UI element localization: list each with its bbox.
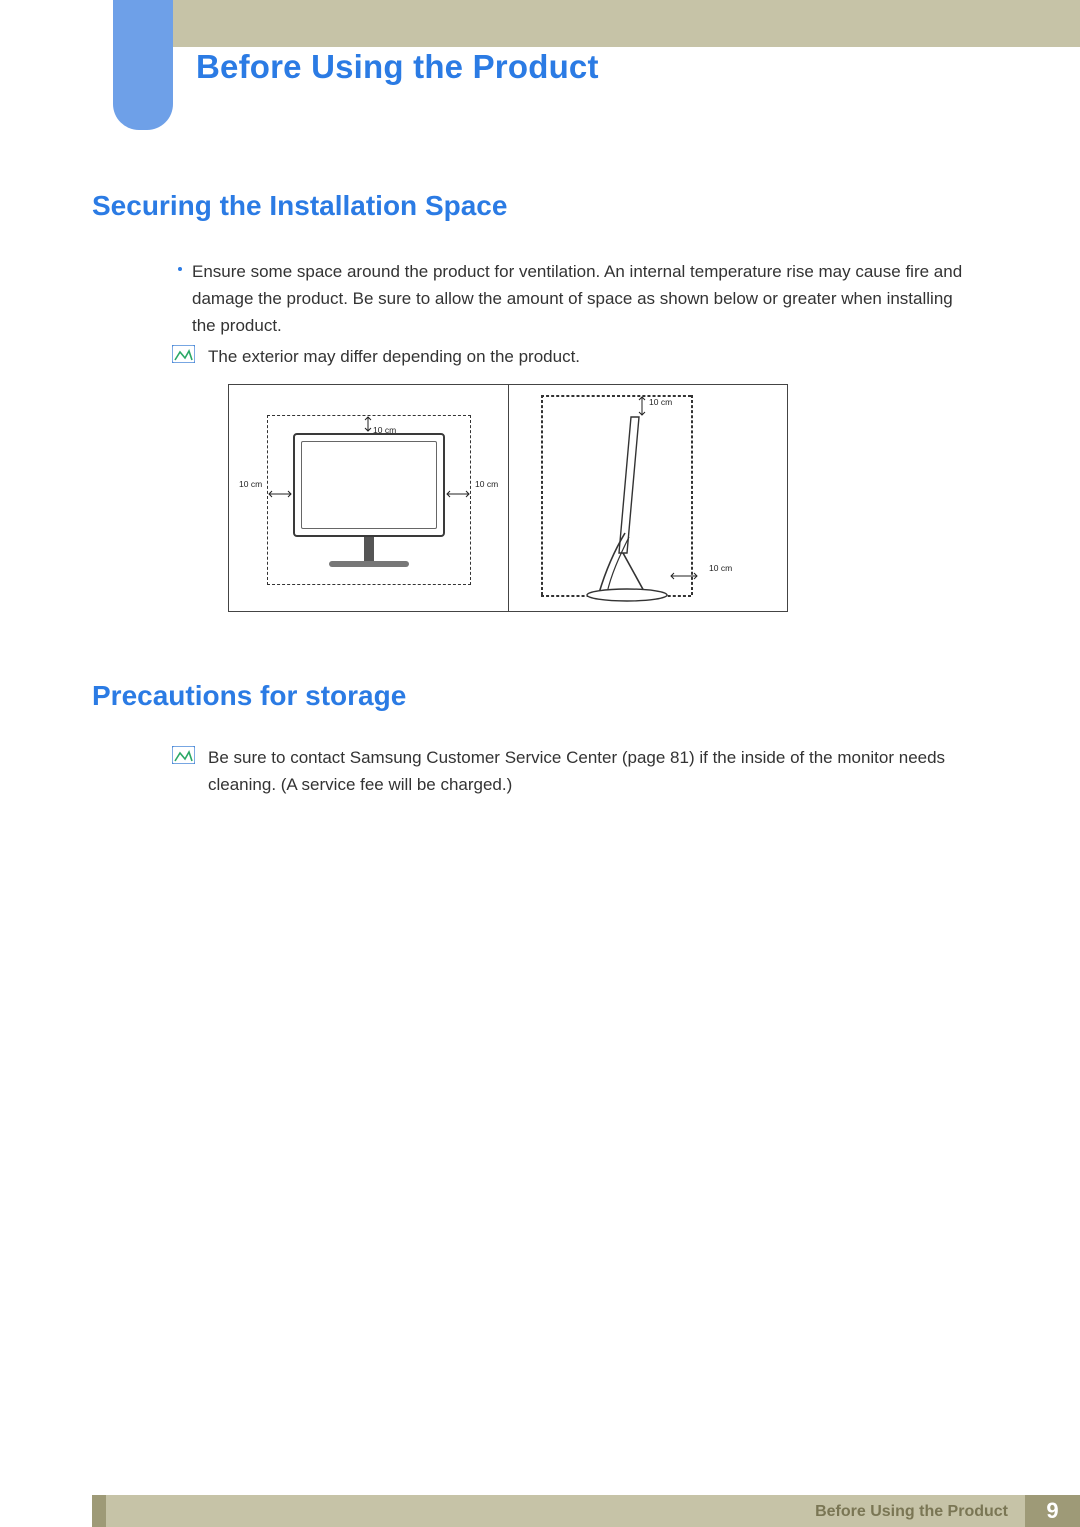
chapter-title: Before Using the Product [196,48,599,86]
page: Before Using the Product Securing the In… [0,0,1080,1527]
footer-chapter-text: Before Using the Product [815,1503,1008,1521]
header-olive-strip [173,0,1080,47]
bullet-icon [178,267,182,271]
footer-accent [92,1495,106,1527]
storage-note-text: Be sure to contact Samsung Customer Serv… [208,744,968,798]
section-title-storage: Precautions for storage [92,680,406,712]
monitor-front-view [293,433,445,537]
diagram-divider [508,385,509,611]
arrow-left-front [267,489,293,499]
monitor-side-view [569,413,689,605]
arrow-right-front [445,489,471,499]
installation-space-diagram: 10 cm 10 cm 10 cm [228,384,788,612]
clearance-label-top-side: 10 cm [649,397,672,407]
note-icon [172,345,195,363]
securing-body-text: Ensure some space around the product for… [192,258,972,339]
monitor-neck [364,537,374,563]
clearance-outline-side-right [691,395,693,595]
note-icon [172,746,195,764]
monitor-screen [301,441,437,529]
clearance-label-left-front: 10 cm [239,479,262,489]
chapter-tab [113,0,173,130]
clearance-label-bottom-side: 10 cm [709,563,732,573]
page-number: 9 [1025,1495,1080,1527]
header-left-pad [0,0,113,47]
securing-note-text: The exterior may differ depending on the… [208,343,968,370]
clearance-label-right-front: 10 cm [475,479,498,489]
arrow-top-front [363,415,373,433]
monitor-base [329,561,409,567]
section-title-securing: Securing the Installation Space [92,190,507,222]
clearance-outline-side-left [541,395,543,595]
